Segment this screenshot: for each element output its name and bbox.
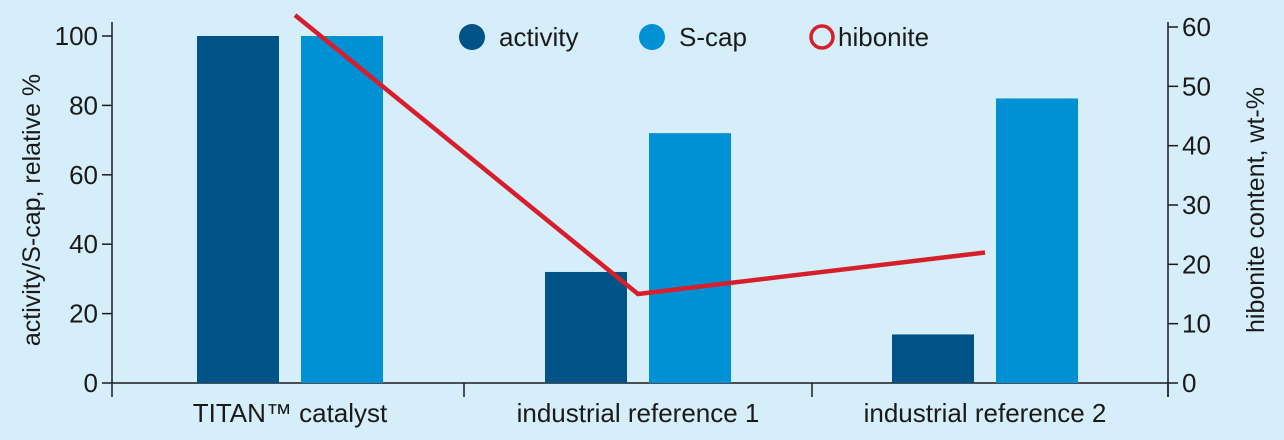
x-tick-label: TITAN™ catalyst	[193, 398, 388, 428]
legend-label: activity	[499, 22, 578, 52]
bars	[197, 36, 1078, 384]
y-tick-label-right: 0	[1182, 368, 1196, 398]
y-tick-label-left: 20	[69, 299, 98, 329]
bar-s-cap	[301, 36, 383, 383]
tick-labels: 0 20 40 60 80 100 0 10 20 30 40 50 60 TITAN™ catalyst…	[55, 12, 1211, 428]
legend: activity S-cap hibonite	[459, 22, 929, 52]
bar-activity	[197, 36, 279, 383]
y-tick-label-right: 20	[1182, 249, 1211, 279]
y-tick-label-left: 80	[69, 90, 98, 120]
legend-marker-hibonite	[809, 24, 835, 50]
y-tick-label-right: 10	[1182, 309, 1211, 339]
x-tick-label: industrial reference 1	[517, 398, 760, 428]
y-axis-title-right: hibonite content, wt-%	[1242, 87, 1270, 333]
line-series	[293, 13, 986, 297]
axes	[102, 22, 1178, 397]
x-tick-label: industrial reference 2	[864, 398, 1107, 428]
y-tick-label-right: 40	[1182, 131, 1211, 161]
y-tick-label-left: 0	[84, 368, 98, 398]
legend-marker-s-cap	[639, 24, 665, 50]
bar-activity	[892, 334, 974, 383]
bar-s-cap	[996, 98, 1078, 384]
y-tick-label-left: 60	[69, 160, 98, 190]
y-tick-label-right: 50	[1182, 71, 1211, 101]
y-axis-title-left: activity/S-cap, relative %	[18, 74, 46, 346]
bar-activity	[545, 271, 627, 383]
y-tick-label-left: 40	[69, 229, 98, 259]
y-tick-label-right: 60	[1182, 12, 1211, 42]
legend-label: S-cap	[679, 22, 747, 52]
y-tick-label-right: 30	[1182, 190, 1211, 220]
legend-marker-activity	[459, 24, 485, 50]
bar-s-cap	[649, 133, 731, 383]
legend-label: hibonite	[838, 22, 929, 52]
line-hibonite	[293, 13, 986, 297]
y-tick-label-left: 100	[55, 21, 98, 51]
